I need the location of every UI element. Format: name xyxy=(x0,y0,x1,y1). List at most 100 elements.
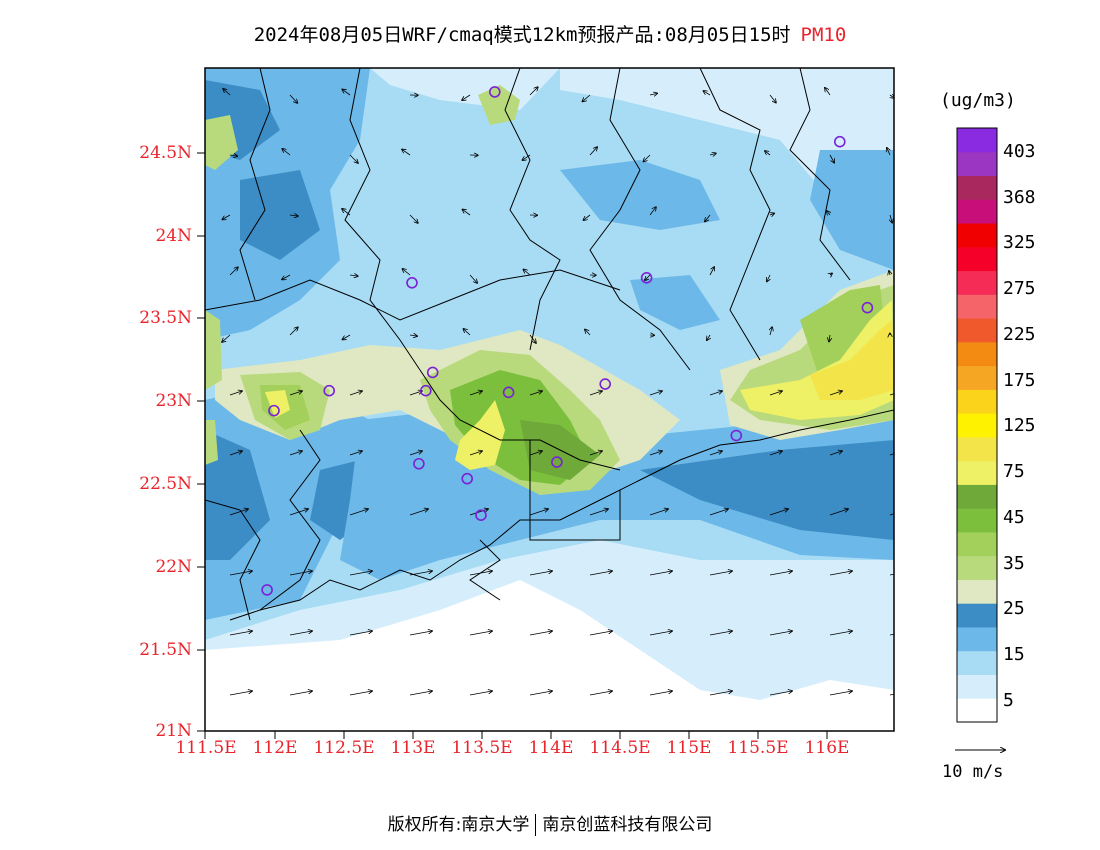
wind-arrow xyxy=(289,451,302,456)
wind-arrow xyxy=(649,451,662,456)
lat-label-21.5: 21.5N xyxy=(139,640,192,660)
wind-arrow xyxy=(289,215,298,216)
colorbar-label-403: 403 xyxy=(1003,141,1036,162)
station-marker xyxy=(413,457,425,470)
lon-label-116: 116E xyxy=(804,738,850,758)
wind-arrow xyxy=(349,275,358,276)
station-marker xyxy=(426,366,439,379)
wind-arrow xyxy=(229,509,248,516)
wind-arrow xyxy=(469,691,492,696)
wind-arrow xyxy=(409,571,432,576)
colorbar-swatch xyxy=(957,555,997,580)
lat-label-23: 23N xyxy=(155,391,192,411)
wind-arrow xyxy=(889,271,890,275)
colorbar-swatch xyxy=(957,626,997,652)
station-marker xyxy=(475,509,487,522)
wind-arrow xyxy=(469,509,488,516)
wind-arrow xyxy=(649,691,672,696)
lon-label-114: 114E xyxy=(528,738,574,758)
wind-arrow xyxy=(349,154,358,163)
wind-arrow xyxy=(229,267,238,276)
wind-arrow xyxy=(649,391,662,396)
wind-arrow xyxy=(409,391,422,396)
wind-arrow xyxy=(829,571,852,576)
wind-arrow xyxy=(890,214,892,223)
wind-arrow xyxy=(770,327,772,336)
monitoring-stations xyxy=(261,86,874,596)
colorbar-swatch xyxy=(957,603,997,628)
lat-label-21: 21N xyxy=(155,721,192,741)
colorbar-label-15: 15 xyxy=(1003,644,1025,665)
lon-label-115.5: 115.5E xyxy=(727,738,789,758)
colorbar xyxy=(957,128,997,723)
lat-label-22.5: 22.5N xyxy=(139,474,192,494)
colorbar-swatch xyxy=(957,436,997,462)
lon-label-112.5: 112.5E xyxy=(313,738,375,758)
wind-arrow xyxy=(769,571,792,576)
wind-arrow xyxy=(523,269,531,276)
colorbar-label-35: 35 xyxy=(1003,553,1025,574)
station-marker xyxy=(833,135,846,148)
colorbar-label-325: 325 xyxy=(1003,232,1036,253)
colorbar-swatch xyxy=(957,674,997,699)
colorbar-label-125: 125 xyxy=(1003,415,1036,436)
wind-arrow xyxy=(825,88,831,96)
wind-arrow xyxy=(585,329,591,336)
wind-arrow xyxy=(529,334,536,343)
wind-arrow xyxy=(649,631,672,636)
wind-arrow xyxy=(703,91,711,96)
lon-label-114.5: 114.5E xyxy=(589,738,651,758)
wind-arrow xyxy=(289,691,312,696)
wind-arrow xyxy=(589,571,612,576)
lon-label-113.5: 113.5E xyxy=(451,738,513,758)
wind-arrow xyxy=(289,509,308,516)
wind-arrow xyxy=(829,334,830,342)
station-marker xyxy=(268,404,280,417)
wind-arrow xyxy=(289,571,312,576)
colorbar-frame xyxy=(956,127,998,723)
wind-arrow xyxy=(589,147,597,156)
station-marker xyxy=(406,276,418,289)
wind-arrow xyxy=(469,631,492,636)
wind-arrow xyxy=(409,631,432,636)
wind-arrow xyxy=(643,154,651,162)
wind-arrow xyxy=(402,149,411,156)
wind-arrow xyxy=(349,391,362,396)
wind-arrow xyxy=(830,273,832,275)
wind-arrow xyxy=(829,154,834,163)
wind-arrow xyxy=(582,94,591,102)
colorbar-swatch xyxy=(957,531,997,557)
wind-arrow xyxy=(649,571,672,576)
colorbar-swatch xyxy=(957,698,997,723)
colorbar-swatch xyxy=(957,365,997,390)
wind-arrow xyxy=(282,274,291,280)
wind-arrow xyxy=(769,94,776,103)
station-marker xyxy=(323,384,336,397)
wind-arrow xyxy=(522,154,531,160)
wind-arrow xyxy=(349,631,372,636)
wind-arrow xyxy=(469,571,492,576)
wind-arrow xyxy=(769,691,792,696)
colorbar-swatch xyxy=(957,270,997,295)
wind-arrow xyxy=(827,211,830,215)
wind-arrow xyxy=(529,451,542,456)
map-title-text: 2024年08月05日WRF/cmaq模式12km预报产品:08月05日15时 xyxy=(253,24,791,46)
colorbar-swatch xyxy=(957,246,997,272)
colorbar-label-45: 45 xyxy=(1003,507,1025,528)
wind-arrow xyxy=(709,691,732,696)
wind-arrow xyxy=(223,89,231,96)
lat-label-22: 22N xyxy=(155,557,192,577)
wind-arrow xyxy=(889,453,894,456)
wind-arrow xyxy=(529,87,538,96)
colorbar-swatch xyxy=(957,413,997,438)
wind-arrow xyxy=(767,274,770,282)
colorbar-swatch xyxy=(957,484,997,509)
wind-arrow xyxy=(289,391,302,396)
colorbar-swatch xyxy=(957,175,997,200)
wind-arrow xyxy=(229,391,242,396)
wind-arrow xyxy=(770,213,774,215)
wind-arrow xyxy=(469,274,477,283)
wind-arrow xyxy=(589,451,602,456)
wind-arrow xyxy=(409,691,432,696)
lon-label-113: 113E xyxy=(390,738,436,758)
